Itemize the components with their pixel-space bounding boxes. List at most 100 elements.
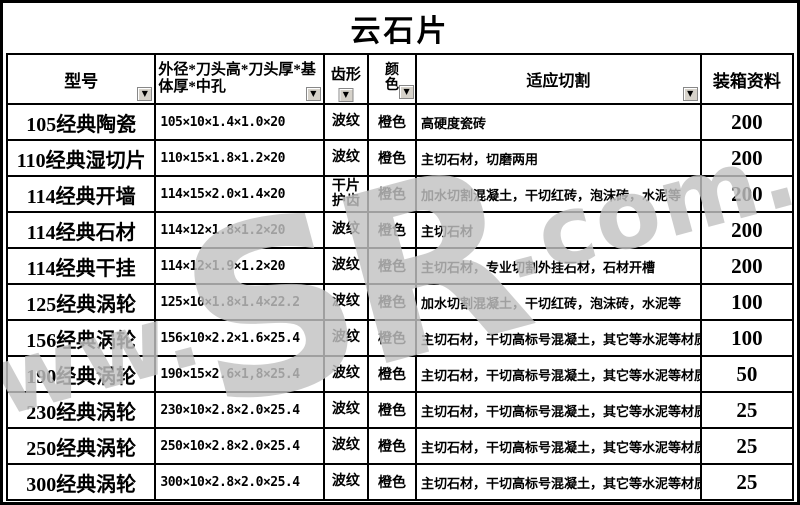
model-cell[interactable]: 114经典干挂: [5, 247, 157, 285]
spec-cell[interactable]: 114×15×2.0×1.4×20: [154, 175, 325, 213]
packing-qty-cell[interactable]: 100: [699, 283, 795, 321]
spec-cell[interactable]: 230×10×2.8×2.0×25.4: [154, 391, 325, 429]
tooth-shape-cell[interactable]: 波纹: [322, 391, 369, 429]
color-cell[interactable]: 橙色: [366, 283, 418, 321]
tooth-shape-cell[interactable]: 波纹: [322, 103, 369, 141]
spec-cell[interactable]: 250×10×2.8×2.0×25.4: [154, 427, 325, 465]
model-cell[interactable]: 250经典涡轮: [5, 427, 157, 465]
table-row: 125经典涡轮 125×10×1.8×1.4×22.2 波纹 橙色 加水切割混凝…: [5, 283, 795, 321]
spec-cell[interactable]: 114×12×1.8×1.2×20: [154, 211, 325, 249]
model-cell[interactable]: 230经典涡轮: [5, 391, 157, 429]
tooth-shape-cell[interactable]: 波纹: [322, 355, 369, 393]
column-header-color: 颜色 ▼: [366, 53, 418, 105]
table-row: 114经典石材 114×12×1.8×1.2×20 波纹 橙色 主切石材 200: [5, 211, 795, 249]
tooth-shape-cell[interactable]: 波纹: [322, 139, 369, 177]
spec-cell[interactable]: 300×10×2.8×2.0×25.4: [154, 463, 325, 501]
application-cell[interactable]: 加水切割混凝土，干切红砖，泡沫砖，水泥等: [415, 283, 702, 321]
packing-qty-cell[interactable]: 25: [699, 463, 795, 501]
column-header-tooth-label: 齿形: [330, 66, 361, 83]
color-cell[interactable]: 橙色: [366, 391, 418, 429]
column-header-model-label: 型号: [64, 71, 99, 91]
model-cell[interactable]: 156经典涡轮: [5, 319, 157, 357]
spec-cell[interactable]: 190×15×2.6×1,8×25.4: [154, 355, 325, 393]
column-header-packing-label: 装箱资料: [712, 71, 781, 91]
column-header-tooth: 齿形 ▼: [322, 53, 369, 105]
color-cell[interactable]: 橙色: [366, 175, 418, 213]
model-cell[interactable]: 114经典石材: [5, 211, 157, 249]
tooth-shape-cell[interactable]: 波纹: [322, 319, 369, 357]
color-cell[interactable]: 橙色: [366, 211, 418, 249]
color-cell[interactable]: 橙色: [366, 355, 418, 393]
packing-qty-cell[interactable]: 200: [699, 103, 795, 141]
column-header-color-label: 颜色: [384, 63, 399, 93]
spec-cell[interactable]: 110×15×1.8×1.2×20: [154, 139, 325, 177]
application-cell[interactable]: 主切石材，干切高标号混凝土，其它等水泥等材质: [415, 319, 702, 357]
spec-cell[interactable]: 114×12×1.9×1.2×20: [154, 247, 325, 285]
packing-qty-cell[interactable]: 50: [699, 355, 795, 393]
tooth-shape-cell[interactable]: 波纹: [322, 211, 369, 249]
tooth-shape-cell[interactable]: 干片护齿: [322, 175, 369, 213]
table-row: 250经典涡轮 250×10×2.8×2.0×25.4 波纹 橙色 主切石材，干…: [5, 427, 795, 465]
application-cell[interactable]: 主切石材，干切高标号混凝土，其它等水泥等材质: [415, 463, 702, 501]
table-row: 114经典开墙 114×15×2.0×1.4×20 干片护齿 橙色 加水切割混凝…: [5, 175, 795, 213]
application-cell[interactable]: 主切石材，干切高标号混凝土，其它等水泥等材质: [415, 427, 702, 465]
application-cell[interactable]: 加水切割混凝土，干切红砖，泡沫砖，水泥等: [415, 175, 702, 213]
application-cell[interactable]: 主切石材: [415, 211, 702, 249]
application-cell[interactable]: 主切石材，专业切割外挂石材，石材开槽: [415, 247, 702, 285]
filter-dropdown-icon[interactable]: ▼: [682, 87, 698, 101]
tooth-shape-cell[interactable]: 波纹: [322, 463, 369, 501]
header-row: 型号 ▼ 外径*刀头高*刀头厚*基体厚*中孔 ▼ 齿形 ▼ 颜色 ▼ 适应切割: [5, 53, 795, 105]
page-title: 云石片: [350, 15, 450, 48]
table-row: 105经典陶瓷 105×10×1.4×1.0×20 波纹 橙色 高硬度瓷砖 20…: [5, 103, 795, 141]
color-cell[interactable]: 橙色: [366, 427, 418, 465]
tooth-shape-cell[interactable]: 波纹: [322, 283, 369, 321]
tooth-shape-cell[interactable]: 波纹: [322, 247, 369, 285]
table-row: 114经典干挂 114×12×1.9×1.2×20 波纹 橙色 主切石材，专业切…: [5, 247, 795, 285]
title-row: 云石片: [3, 3, 797, 53]
color-cell[interactable]: 橙色: [366, 247, 418, 285]
table-header: 型号 ▼ 外径*刀头高*刀头厚*基体厚*中孔 ▼ 齿形 ▼ 颜色 ▼ 适应切割: [5, 53, 795, 105]
filter-dropdown-icon[interactable]: ▼: [305, 87, 321, 101]
filter-dropdown-icon[interactable]: ▼: [338, 88, 354, 102]
packing-qty-cell[interactable]: 200: [699, 247, 795, 285]
column-header-spec-label: 外径*刀头高*刀头厚*基体厚*中孔: [158, 61, 316, 95]
spec-cell[interactable]: 105×10×1.4×1.0×20: [154, 103, 325, 141]
column-header-application: 适应切割 ▼: [415, 53, 702, 105]
model-cell[interactable]: 300经典涡轮: [5, 463, 157, 501]
table-row: 300经典涡轮 300×10×2.8×2.0×25.4 波纹 橙色 主切石材，干…: [5, 463, 795, 501]
column-header-application-label: 适应切割: [526, 73, 591, 90]
color-cell[interactable]: 橙色: [366, 463, 418, 501]
model-cell[interactable]: 190经典涡轮: [5, 355, 157, 393]
model-cell[interactable]: 105经典陶瓷: [5, 103, 157, 141]
column-header-model: 型号 ▼: [5, 53, 157, 105]
model-cell[interactable]: 110经典湿切片: [5, 139, 157, 177]
table-row: 156经典涡轮 156×10×2.2×1.6×25.4 波纹 橙色 主切石材，干…: [5, 319, 795, 357]
application-cell[interactable]: 主切石材，干切高标号混凝土，其它等水泥等材质: [415, 391, 702, 429]
model-cell[interactable]: 125经典涡轮: [5, 283, 157, 321]
column-header-packing: 装箱资料: [699, 53, 795, 105]
packing-qty-cell[interactable]: 100: [699, 319, 795, 357]
color-cell[interactable]: 橙色: [366, 139, 418, 177]
color-cell[interactable]: 橙色: [366, 103, 418, 141]
column-header-spec: 外径*刀头高*刀头厚*基体厚*中孔 ▼: [154, 53, 325, 105]
table-row: 190经典涡轮 190×15×2.6×1,8×25.4 波纹 橙色 主切石材，干…: [5, 355, 795, 393]
packing-qty-cell[interactable]: 25: [699, 427, 795, 465]
application-cell[interactable]: 高硬度瓷砖: [415, 103, 702, 141]
table-row: 110经典湿切片 110×15×1.8×1.2×20 波纹 橙色 主切石材，切磨…: [5, 139, 795, 177]
packing-qty-cell[interactable]: 200: [699, 139, 795, 177]
spec-cell[interactable]: 156×10×2.2×1.6×25.4: [154, 319, 325, 357]
product-table: 型号 ▼ 外径*刀头高*刀头厚*基体厚*中孔 ▼ 齿形 ▼ 颜色 ▼ 适应切割: [5, 53, 795, 501]
application-cell[interactable]: 主切石材，切磨两用: [415, 139, 702, 177]
model-cell[interactable]: 114经典开墙: [5, 175, 157, 213]
table-body: 105经典陶瓷 105×10×1.4×1.0×20 波纹 橙色 高硬度瓷砖 20…: [5, 103, 795, 501]
color-cell[interactable]: 橙色: [366, 319, 418, 357]
application-cell[interactable]: 主切石材，干切高标号混凝土，其它等水泥等材质: [415, 355, 702, 393]
packing-qty-cell[interactable]: 200: [699, 175, 795, 213]
packing-qty-cell[interactable]: 25: [699, 391, 795, 429]
spec-cell[interactable]: 125×10×1.8×1.4×22.2: [154, 283, 325, 321]
filter-dropdown-icon[interactable]: ▼: [137, 87, 153, 101]
tooth-shape-cell[interactable]: 波纹: [322, 427, 369, 465]
filter-dropdown-icon[interactable]: ▼: [399, 85, 415, 99]
packing-qty-cell[interactable]: 200: [699, 211, 795, 249]
